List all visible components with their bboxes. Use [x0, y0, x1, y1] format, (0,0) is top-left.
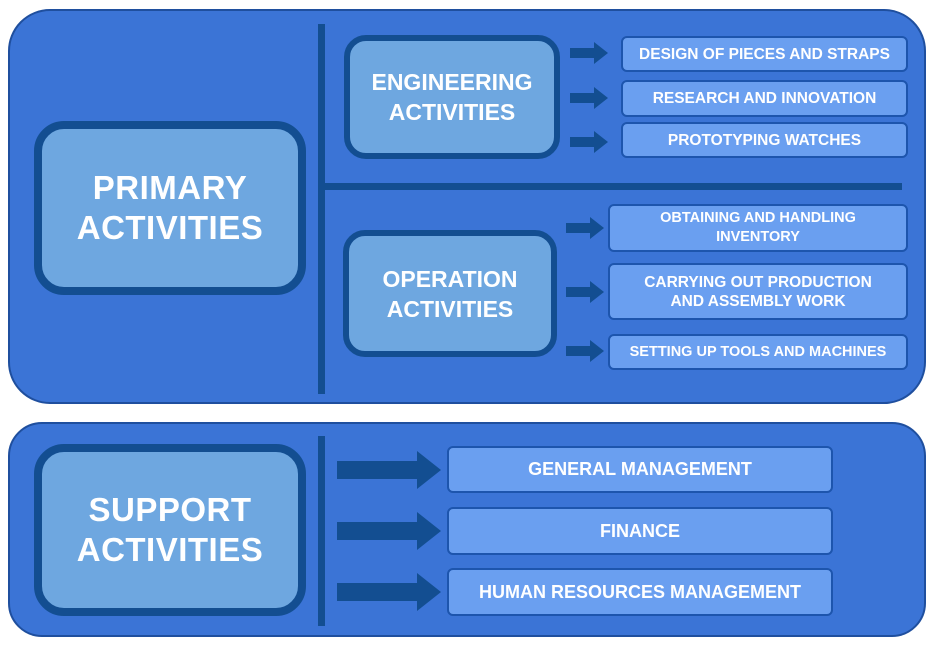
support-item-general-management: GENERAL MANAGEMENT	[447, 446, 833, 493]
operation-item-tools: SETTING UP TOOLS AND MACHINES	[608, 334, 908, 370]
support-item-human-resources: HUMAN RESOURCES MANAGEMENT	[447, 568, 833, 616]
support-activities-label: SUPPORT ACTIVITIES	[76, 491, 264, 568]
engineering-activities-label: ENGINEERING ACTIVITIES	[371, 69, 533, 125]
arrow-icon	[566, 217, 604, 239]
operation-item-production: CARRYING OUT PRODUCTION AND ASSEMBLY WOR…	[608, 263, 908, 320]
arrow-icon	[337, 573, 441, 611]
arrow-icon	[337, 451, 441, 489]
primary-divider-vertical	[318, 24, 325, 394]
support-activities-box: SUPPORT ACTIVITIES	[34, 444, 306, 616]
operation-activities-label: OPERATION ACTIVITIES	[382, 265, 518, 322]
engineering-item-research: RESEARCH AND INNOVATION	[621, 80, 908, 117]
arrow-icon	[337, 512, 441, 550]
engineering-item-design: DESIGN OF PIECES AND STRAPS	[621, 36, 908, 72]
primary-activities-label: PRIMARY ACTIVITIES	[76, 169, 264, 246]
engineering-activities-box: ENGINEERING ACTIVITIES	[344, 35, 560, 159]
primary-divider-horizontal	[318, 183, 902, 190]
arrow-icon	[566, 340, 604, 362]
operation-item-inventory: OBTAINING AND HANDLING INVENTORY	[608, 204, 908, 252]
arrow-icon	[570, 42, 608, 64]
operation-activities-box: OPERATION ACTIVITIES	[343, 230, 557, 357]
arrow-icon	[570, 87, 608, 109]
support-divider-vertical	[318, 436, 325, 626]
arrow-icon	[566, 281, 604, 303]
primary-activities-box: PRIMARY ACTIVITIES	[34, 121, 306, 295]
arrow-icon	[570, 131, 608, 153]
support-item-finance: FINANCE	[447, 507, 833, 555]
engineering-item-prototyping: PROTOTYPING WATCHES	[621, 122, 908, 158]
